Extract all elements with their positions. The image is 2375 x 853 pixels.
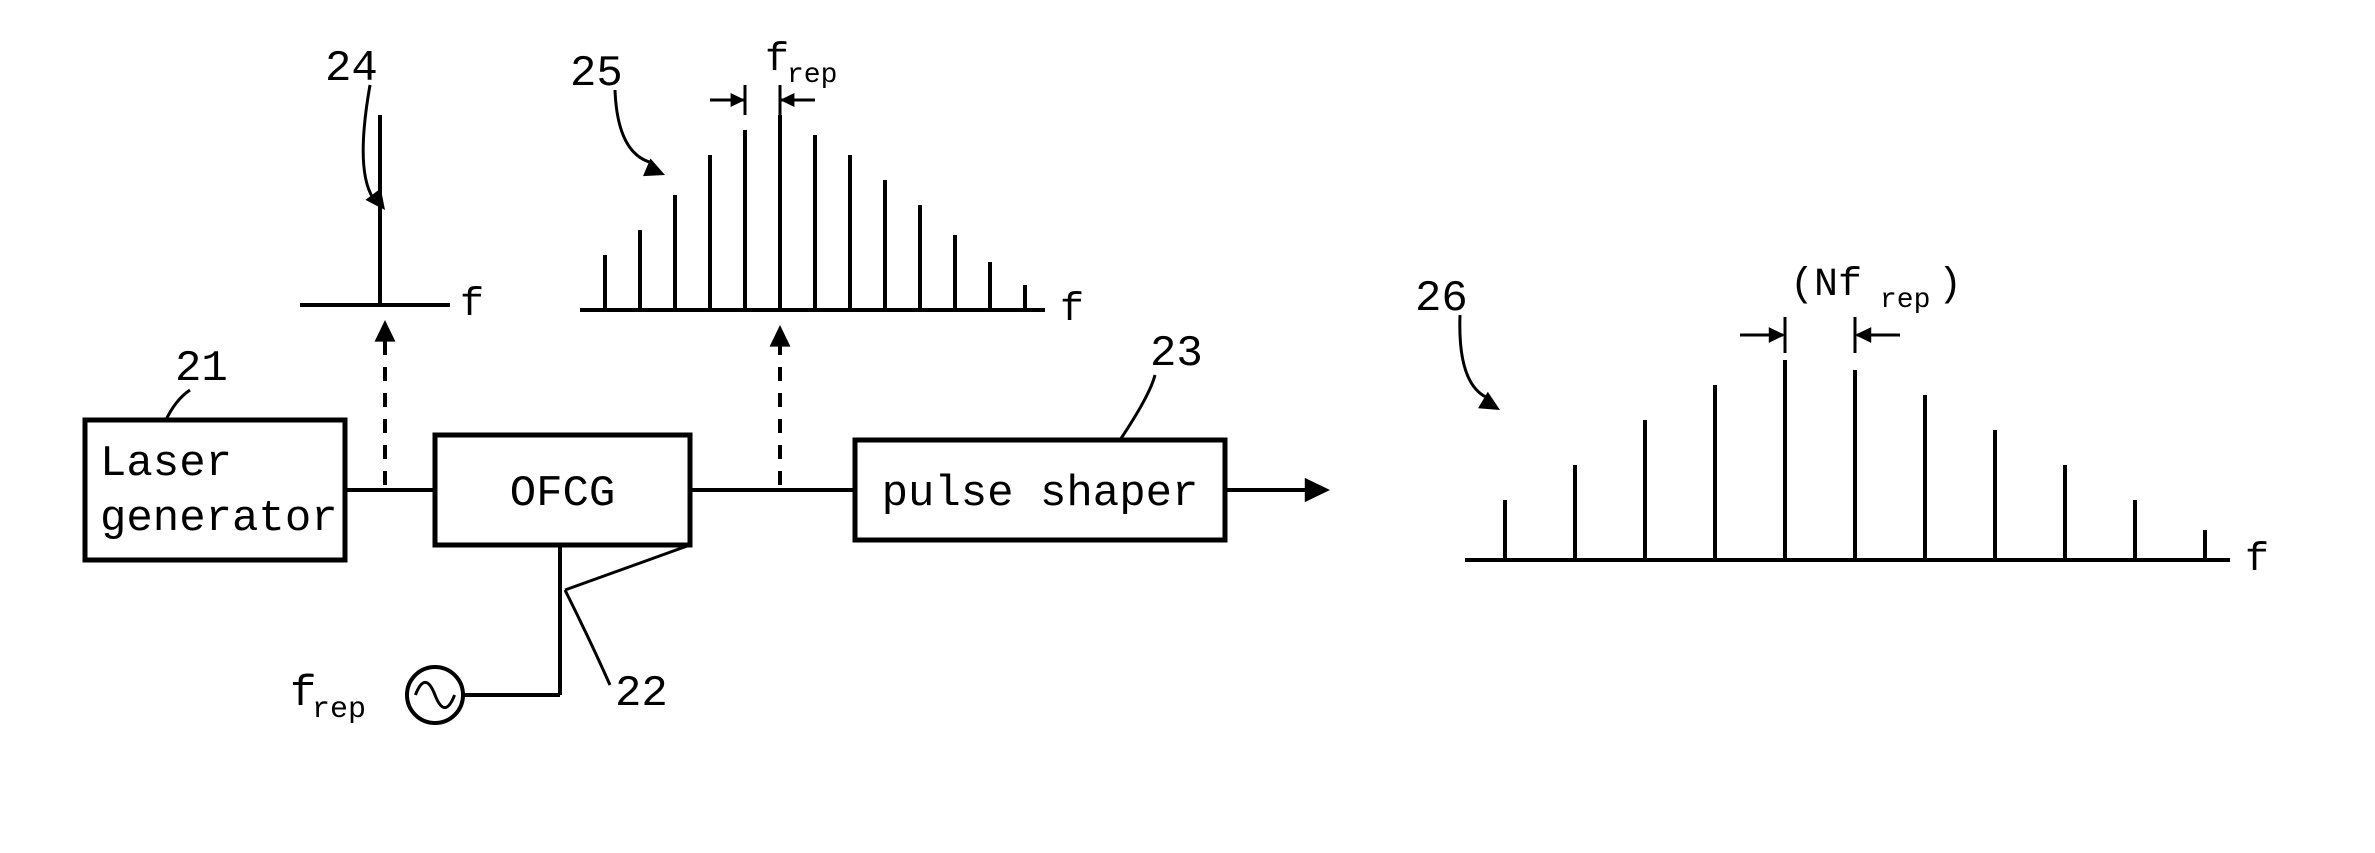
leader-21 <box>165 390 190 422</box>
svg-text:f: f <box>765 38 789 83</box>
pulse-shaper-label: pulse shaper <box>882 469 1199 519</box>
spectrum-24: f24 <box>300 44 484 328</box>
diagram-canvas: Lasergenerator21OFCG22pulse shaper23frep… <box>0 0 2375 853</box>
svg-text:rep: rep <box>787 60 837 91</box>
leader-23 <box>1120 375 1155 440</box>
svg-text:): ) <box>1938 263 1962 308</box>
laser-label-line1: Laser <box>100 439 232 489</box>
svg-text:f: f <box>460 283 484 328</box>
sine-icon <box>415 682 454 707</box>
svg-text:f: f <box>2245 538 2269 583</box>
oscillator-label-sub: rep <box>312 693 366 727</box>
laser-label-line2: generator <box>100 494 338 544</box>
svg-text:rep: rep <box>1880 285 1930 316</box>
ref-22: 22 <box>615 669 668 719</box>
ref-23: 23 <box>1150 329 1203 379</box>
svg-text:(Nf: (Nf <box>1790 263 1862 308</box>
spectrum-26: f26(Nfrep) <box>1415 263 2269 583</box>
svg-text:f: f <box>1060 288 1084 333</box>
spectrum-25: f25frep <box>570 38 1084 333</box>
ref-21: 21 <box>175 344 228 394</box>
ofcg-label: OFCG <box>510 469 616 519</box>
leader-22 <box>565 590 610 685</box>
